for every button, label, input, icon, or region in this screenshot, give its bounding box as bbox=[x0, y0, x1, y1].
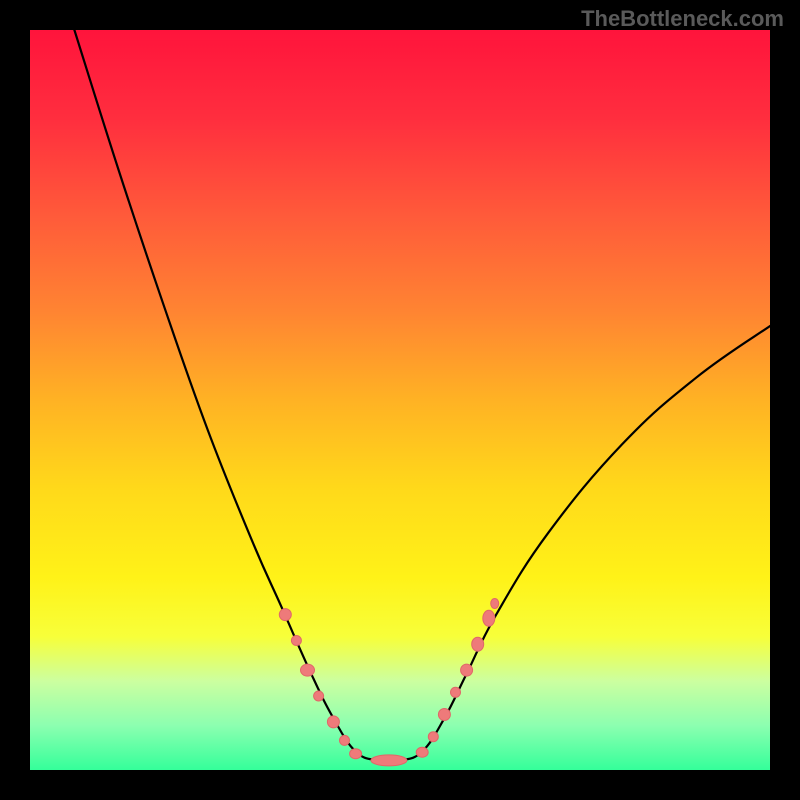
curve-marker bbox=[416, 747, 428, 757]
curve-marker bbox=[314, 691, 324, 701]
curve-marker bbox=[472, 637, 484, 651]
bottleneck-chart bbox=[0, 0, 800, 800]
curve-marker bbox=[371, 755, 407, 766]
curve-marker bbox=[451, 687, 461, 697]
curve-marker bbox=[279, 609, 291, 621]
curve-marker bbox=[483, 610, 495, 626]
watermark-text: TheBottleneck.com bbox=[581, 6, 784, 32]
curve-marker bbox=[350, 749, 362, 759]
curve-marker bbox=[291, 636, 301, 646]
plot-background bbox=[30, 30, 770, 770]
curve-marker bbox=[438, 709, 450, 721]
curve-marker bbox=[461, 664, 473, 676]
curve-marker bbox=[340, 735, 350, 745]
curve-marker bbox=[491, 599, 499, 609]
curve-marker bbox=[428, 732, 438, 742]
curve-marker bbox=[327, 716, 339, 728]
curve-marker bbox=[301, 664, 315, 676]
chart-container: TheBottleneck.com bbox=[0, 0, 800, 800]
